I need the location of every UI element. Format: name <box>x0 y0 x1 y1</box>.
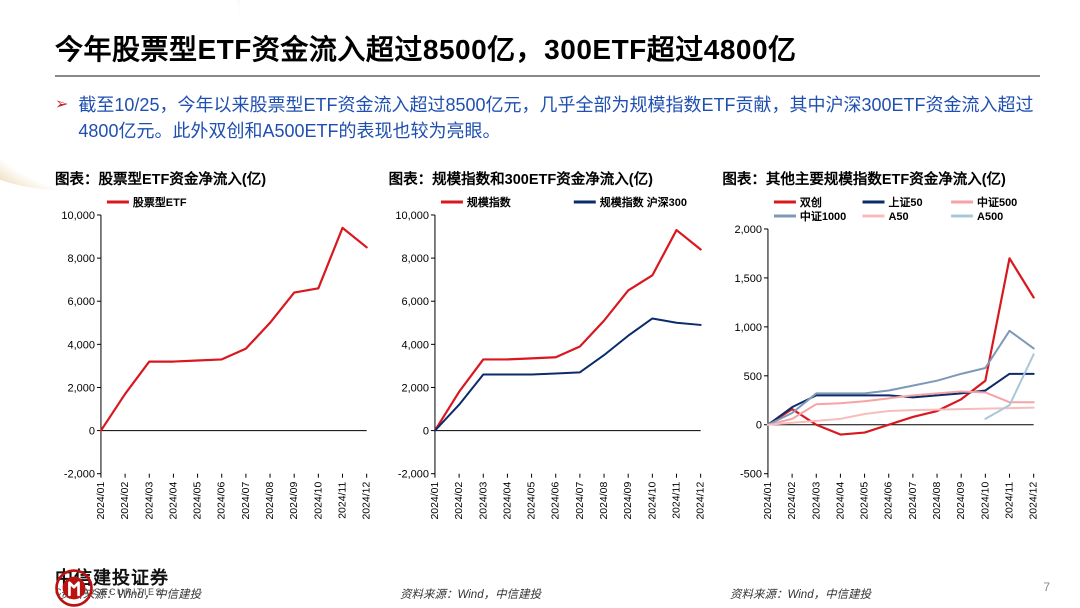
chart-panel-1: 图表：股票型ETF资金净流入(亿) 股票型ETF -2,000 0 2,000 4,00… <box>55 168 373 536</box>
svg-text:2024/12: 2024/12 <box>362 482 373 520</box>
svg-text:2024/03: 2024/03 <box>812 482 823 520</box>
svg-text:2024/05: 2024/05 <box>193 482 204 520</box>
svg-text:2024/07: 2024/07 <box>241 482 252 520</box>
svg-text:2024/10: 2024/10 <box>313 482 324 520</box>
svg-text:2024/12: 2024/12 <box>1029 482 1040 520</box>
svg-text:2024/06: 2024/06 <box>217 482 228 520</box>
svg-text:2024/11: 2024/11 <box>1005 482 1016 519</box>
charts-row: 图表：股票型ETF资金净流入(亿) 股票型ETF -2,000 0 2,000 4,00… <box>55 168 1040 536</box>
svg-text:2024/05: 2024/05 <box>526 482 537 520</box>
svg-text:2024/06: 2024/06 <box>884 482 895 520</box>
svg-text:2024/09: 2024/09 <box>623 482 634 520</box>
svg-text:6,000: 6,000 <box>401 296 428 308</box>
svg-text:-2,000: -2,000 <box>64 469 95 481</box>
footer: 中信建投证券 CHINA SECURITIES <box>55 569 169 598</box>
svg-text:2024/04: 2024/04 <box>836 482 847 520</box>
page-number: 7 <box>1043 580 1050 594</box>
svg-text:2024/09: 2024/09 <box>289 482 300 520</box>
svg-text:4,000: 4,000 <box>401 339 428 351</box>
svg-text:2024/04: 2024/04 <box>168 482 179 520</box>
svg-text:2024/08: 2024/08 <box>932 482 943 520</box>
chart-3: 双创 上证50 中证500 中证1000 A50 A500 -500 0 500 1,000 1,5… <box>722 191 1040 536</box>
svg-text:2024/02: 2024/02 <box>787 482 798 520</box>
svg-text:A500: A500 <box>977 211 1003 223</box>
svg-text:0: 0 <box>89 426 95 438</box>
page-title: 今年股票型ETF资金流入超过8500亿，300ETF超过4800亿 <box>55 28 1040 68</box>
bullet-marker: ➢ <box>55 92 68 144</box>
svg-text:2024/09: 2024/09 <box>957 482 968 520</box>
svg-text:6,000: 6,000 <box>68 296 95 308</box>
svg-text:2024/08: 2024/08 <box>599 482 610 520</box>
svg-text:10,000: 10,000 <box>61 210 95 222</box>
svg-text:中证500: 中证500 <box>977 195 1017 209</box>
svg-text:2024/08: 2024/08 <box>265 482 276 520</box>
svg-text:规模指数: 规模指数 <box>467 195 512 209</box>
chart-title-3: 图表：其他主要规模指数ETF资金净流入(亿) <box>722 168 1040 189</box>
svg-text:0: 0 <box>423 426 429 438</box>
svg-text:4,000: 4,000 <box>68 339 95 351</box>
svg-text:2024/10: 2024/10 <box>647 482 658 520</box>
svg-text:10,000: 10,000 <box>395 210 429 222</box>
svg-text:2024/03: 2024/03 <box>144 482 155 520</box>
svg-text:2024/05: 2024/05 <box>860 482 871 520</box>
svg-text:2024/01: 2024/01 <box>763 482 774 520</box>
chart-title-1: 图表：股票型ETF资金净流入(亿) <box>55 168 373 189</box>
svg-text:2024/12: 2024/12 <box>695 482 706 520</box>
svg-text:上证50: 上证50 <box>889 195 923 209</box>
chart-2: 规模指数 规模指数 沪深300 -2,000 0 2,000 4,000 6,000 8,00… <box>389 191 707 536</box>
svg-text:A50: A50 <box>889 211 909 223</box>
source-2: 资料来源：Wind，中信建投 <box>400 586 541 602</box>
svg-text:中证1000: 中证1000 <box>800 209 846 223</box>
svg-text:双创: 双创 <box>800 195 822 209</box>
svg-text:2024/11: 2024/11 <box>338 482 349 519</box>
svg-text:2024/02: 2024/02 <box>120 482 131 520</box>
svg-text:2024/03: 2024/03 <box>478 482 489 520</box>
svg-text:2024/04: 2024/04 <box>502 482 513 520</box>
svg-text:2024/01: 2024/01 <box>430 482 441 520</box>
svg-text:-2,000: -2,000 <box>398 469 429 481</box>
chart-title-2: 图表：规模指数和300ETF资金净流入(亿) <box>389 168 707 189</box>
title-rule <box>55 75 1040 77</box>
chart-1: 股票型ETF -2,000 0 2,000 4,000 6,000 8,000 10,000 2… <box>55 191 373 536</box>
svg-text:0: 0 <box>756 420 762 432</box>
svg-text:-500: -500 <box>740 469 762 481</box>
chart-panel-3: 图表：其他主要规模指数ETF资金净流入(亿) 双创 上证50 中证500 中证1000… <box>722 168 1040 536</box>
svg-text:规模指数 沪深300: 规模指数 沪深300 <box>599 195 686 209</box>
bullet-text: 截至10/25，今年以来股票型ETF资金流入超过8500亿元，几乎全部为规模指数… <box>78 92 1040 144</box>
svg-text:股票型ETF: 股票型ETF <box>133 195 187 209</box>
svg-text:2024/02: 2024/02 <box>454 482 465 520</box>
svg-text:8,000: 8,000 <box>68 253 95 265</box>
svg-text:2024/07: 2024/07 <box>575 482 586 520</box>
logo-icon <box>55 569 93 607</box>
svg-text:2024/11: 2024/11 <box>671 482 682 519</box>
chart-panel-2: 图表：规模指数和300ETF资金净流入(亿) 规模指数 规模指数 沪深300 -2,… <box>389 168 707 536</box>
svg-text:1,000: 1,000 <box>735 322 762 334</box>
svg-text:2,000: 2,000 <box>68 382 95 394</box>
svg-text:8,000: 8,000 <box>401 253 428 265</box>
svg-text:2024/10: 2024/10 <box>981 482 992 520</box>
svg-text:1,500: 1,500 <box>735 273 762 285</box>
source-3: 资料来源：Wind，中信建投 <box>730 586 871 602</box>
bullet-row: ➢ 截至10/25，今年以来股票型ETF资金流入超过8500亿元，几乎全部为规模… <box>55 92 1040 144</box>
svg-text:2,000: 2,000 <box>401 382 428 394</box>
svg-text:500: 500 <box>744 371 762 383</box>
svg-text:2,000: 2,000 <box>735 224 762 236</box>
svg-text:2024/01: 2024/01 <box>96 482 107 520</box>
svg-text:2024/07: 2024/07 <box>908 482 919 520</box>
svg-text:2024/06: 2024/06 <box>550 482 561 520</box>
